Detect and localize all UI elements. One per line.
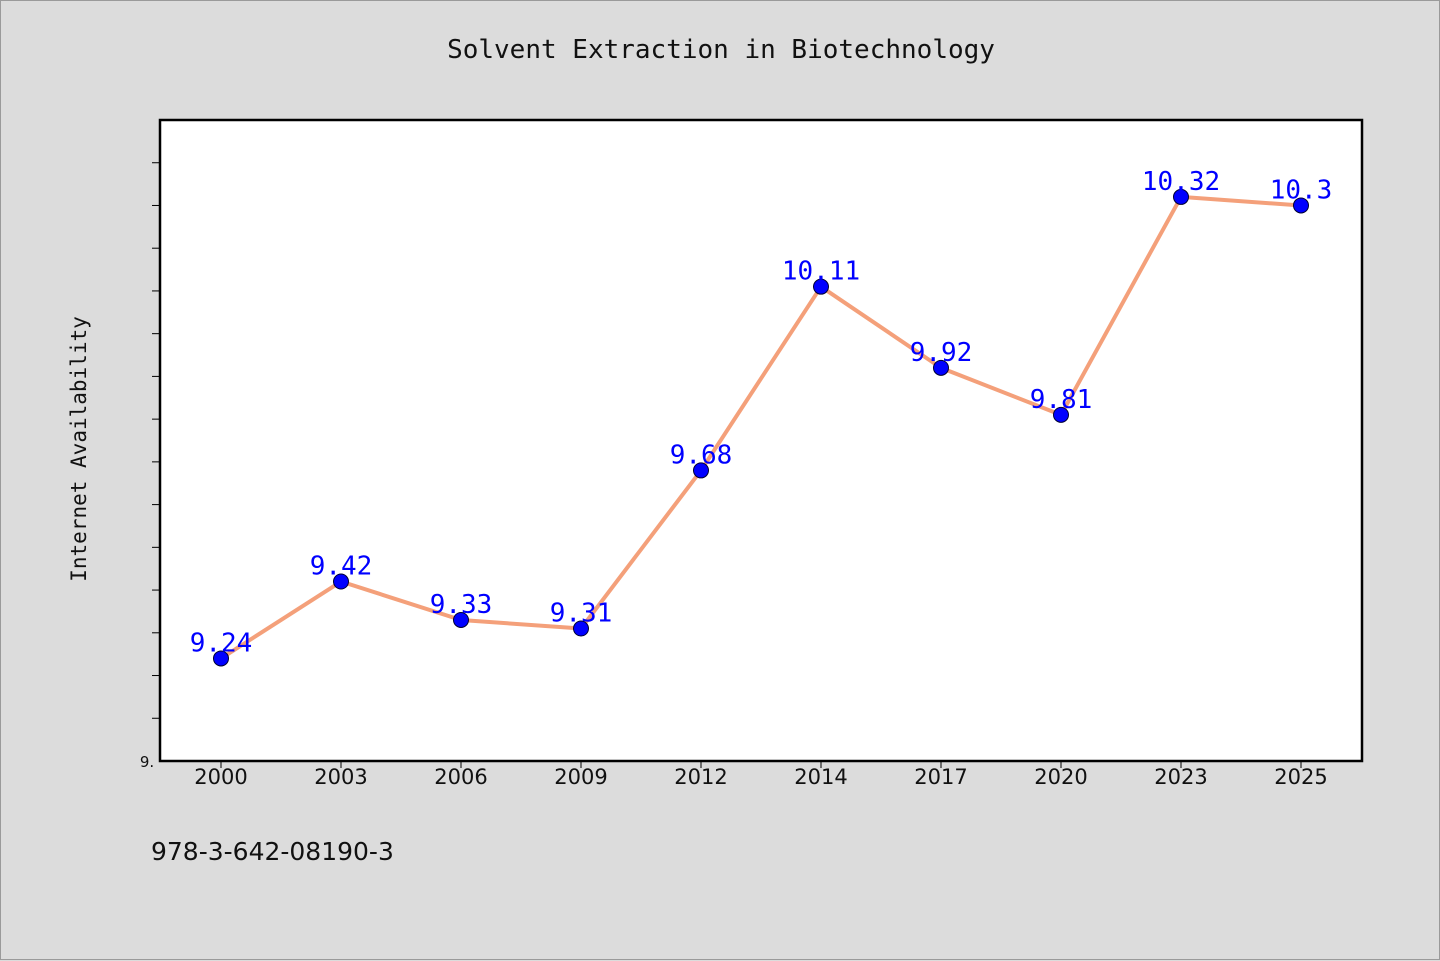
data-label: 9.92 bbox=[910, 338, 973, 368]
data-label: 9.81 bbox=[1030, 385, 1093, 415]
data-point bbox=[453, 611, 469, 628]
data-point bbox=[1053, 406, 1069, 423]
data-label: 10.32 bbox=[1142, 167, 1220, 197]
x-axis-ticks: 2000 2003 2006 2009 2012 2014 2017 2020 2023 2025 bbox=[194, 761, 1328, 789]
data-label: 9.33 bbox=[430, 590, 493, 620]
data-point bbox=[813, 278, 829, 295]
x-tick-label: 2000 bbox=[194, 765, 247, 789]
data-point bbox=[213, 650, 229, 667]
data-point bbox=[1293, 197, 1309, 214]
data-point bbox=[573, 620, 589, 637]
data-label: 9.42 bbox=[310, 552, 373, 582]
x-tick-label: 2020 bbox=[1034, 765, 1087, 789]
data-point bbox=[693, 462, 709, 479]
series-group: 9.24 9.42 9.33 9.31 9.68 10.11 9.92 9.81 10.32 10… bbox=[190, 167, 1333, 667]
data-label: 9.24 bbox=[190, 628, 253, 658]
y-axis-ticks: 9. bbox=[140, 162, 160, 771]
plot-area bbox=[158, 118, 1364, 763]
series-line bbox=[219, 194, 1302, 661]
isbn-footer: 978-3-642-08190-3 bbox=[151, 837, 394, 866]
x-tick-label: 2014 bbox=[794, 765, 847, 789]
x-tick-label: 2023 bbox=[1154, 765, 1207, 789]
y-tick-label: 9. bbox=[140, 753, 154, 771]
x-tick-label: 2006 bbox=[434, 765, 487, 789]
data-label: 10.3 bbox=[1270, 175, 1333, 205]
data-label: 10.11 bbox=[782, 257, 860, 287]
data-point bbox=[333, 573, 349, 590]
x-tick-label: 2003 bbox=[314, 765, 367, 789]
data-label: 9.31 bbox=[550, 599, 613, 629]
data-point bbox=[933, 359, 949, 376]
chart-title: Solvent Extraction in Biotechnology bbox=[447, 35, 995, 65]
x-tick-label: 2017 bbox=[914, 765, 967, 789]
x-tick-label: 2009 bbox=[554, 765, 607, 789]
x-tick-label: 2012 bbox=[674, 765, 727, 789]
data-label: 9.68 bbox=[670, 440, 733, 470]
data-point bbox=[1173, 188, 1189, 205]
x-tick-label: 2025 bbox=[1274, 765, 1327, 789]
